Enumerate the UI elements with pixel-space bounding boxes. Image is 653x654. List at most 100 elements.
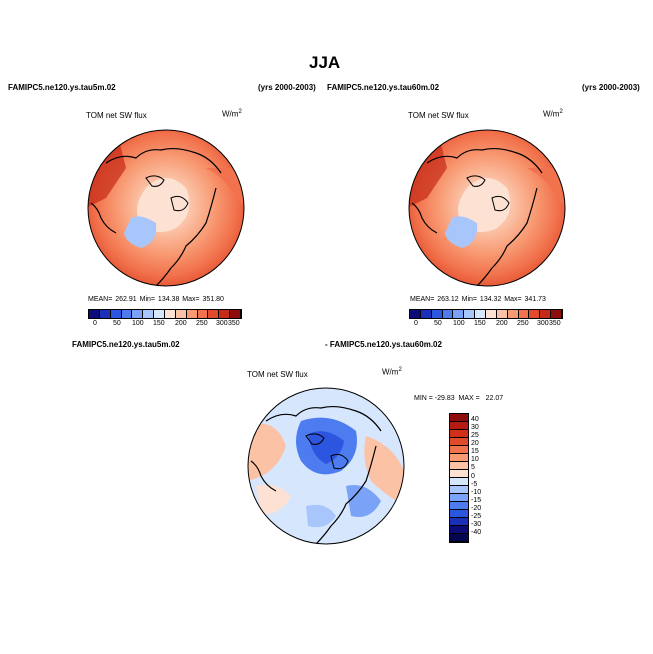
colorbar-diff-label: 15 [471,448,479,455]
colorbar-swatch [89,310,100,318]
panel-right-units: W/m2 [543,109,563,119]
colorbar-swatch [420,310,432,318]
panel-right-variable-label: TOM net SW flux [408,111,469,120]
colorbar-swatch [453,310,465,318]
colorbar-diff-label: -30 [471,521,482,528]
colorbar-swatch [450,494,468,502]
colorbar-swatch [450,534,468,542]
colorbar-diff-labels: 40 30 25 20 15 10 5 0 -5 -10 -15 -20 -25… [471,416,501,546]
colorbar-right-label: 300 [537,320,549,327]
colorbar-swatch [450,438,468,446]
colorbar-right-label: 350 [549,320,561,327]
colorbar-left-label: 350 [228,320,240,327]
colorbar-diff-label: 10 [471,456,479,463]
colorbar-swatch [450,446,468,454]
colorbar-swatch [507,310,519,318]
colorbar-right-label: 50 [434,320,442,327]
colorbar-swatch [450,486,468,494]
panel-left-variable-label: TOM net SW flux [86,111,147,120]
colorbar-swatch [486,310,497,318]
diff-case-label-right: - FAMIPC5.ne120.ys.tau60m.02 [325,340,442,349]
colorbar-swatch [110,310,122,318]
colorbar-diff-label: -10 [471,489,482,496]
colorbar-diff-label: 40 [471,416,479,423]
colorbar-swatch [450,502,468,510]
page-title: JJA [309,53,341,72]
colorbar-left-label: 200 [175,320,187,327]
colorbar-swatch [450,422,468,430]
colorbar-swatch [197,310,209,318]
colorbar-right-label: 0 [414,320,418,327]
diff-stats: MIN = -29.83 MAX = 22.07 [414,395,504,402]
colorbar-swatch [431,310,443,318]
colorbar-left [88,309,242,319]
colorbar-left-label: 250 [196,320,208,327]
panel-left-case-label: FAMIPC5.ne120.ys.tau5m.02 [8,83,116,92]
colorbar-diff-label: -15 [471,497,482,504]
colorbar-diff-label: 30 [471,424,479,431]
diff-units: W/m2 [382,367,402,377]
colorbar-swatch [450,414,468,422]
panel-left-stats: MEAN= 262.91 Min= 134.38 Max= 351.80 [88,296,224,303]
colorbar-diff-label: 20 [471,440,479,447]
polar-map-right [408,129,566,287]
colorbar-diff-label: -5 [471,481,478,488]
colorbar-swatch [518,310,530,318]
colorbar-left-swatches [88,309,242,319]
colorbar-diff [449,413,469,543]
colorbar-swatch [464,310,476,318]
panel-left-units: W/m2 [222,109,242,119]
colorbar-right-label: 250 [517,320,529,327]
panel-left-years-label: (yrs 2000-2003) [258,83,316,92]
colorbar-diff-label: 25 [471,432,479,439]
colorbar-left-labels: 0 50 100 150 200 250 300 350 [88,320,242,330]
polar-map-diff [247,387,405,545]
colorbar-diff-swatches [449,413,469,543]
colorbar-right [409,309,563,319]
colorbar-diff-label: -20 [471,505,482,512]
diff-case-label-left: FAMIPC5.ne120.ys.tau5m.02 [72,340,180,349]
colorbar-swatch [450,430,468,438]
colorbar-swatch [208,310,220,318]
colorbar-swatch [132,310,144,318]
colorbar-left-label: 50 [113,320,121,327]
colorbar-swatch [496,310,508,318]
colorbar-swatch [442,310,454,318]
colorbar-swatch [551,310,563,318]
colorbar-swatch [450,510,468,518]
colorbar-swatch [450,478,468,486]
panel-right-case-label: FAMIPC5.ne120.ys.tau60m.02 [327,83,440,92]
colorbar-swatch [450,470,468,478]
colorbar-swatch [165,310,176,318]
colorbar-swatch [121,310,133,318]
colorbar-swatch [186,310,198,318]
colorbar-swatch [540,310,552,318]
colorbar-swatch [219,310,231,318]
colorbar-left-label: 0 [93,320,97,327]
colorbar-right-label: 150 [474,320,486,327]
colorbar-swatch [450,518,468,526]
colorbar-swatch [529,310,541,318]
colorbar-right-label: 200 [496,320,508,327]
diff-variable-label: TOM net SW flux [247,370,308,379]
colorbar-swatch [450,526,468,534]
polar-map-left [87,129,245,287]
colorbar-left-label: 150 [153,320,165,327]
colorbar-left-label: 100 [132,320,144,327]
colorbar-swatch [410,310,421,318]
panel-right-stats: MEAN= 263.12 Min= 134.32 Max= 341.73 [410,296,546,303]
colorbar-left-label: 300 [216,320,228,327]
colorbar-swatch [475,310,487,318]
panel-right-years-label: (yrs 2000-2003) [582,83,640,92]
colorbar-swatch [450,454,468,462]
colorbar-swatch [230,310,242,318]
colorbar-diff-label: -40 [471,529,482,536]
colorbar-right-swatches [409,309,563,319]
colorbar-diff-label: 0 [471,473,475,480]
colorbar-swatch [154,310,166,318]
colorbar-swatch [175,310,187,318]
colorbar-swatch [99,310,111,318]
colorbar-swatch [450,462,468,470]
colorbar-right-labels: 0 50 100 150 200 250 300 350 [409,320,563,330]
colorbar-diff-label: 5 [471,464,475,471]
